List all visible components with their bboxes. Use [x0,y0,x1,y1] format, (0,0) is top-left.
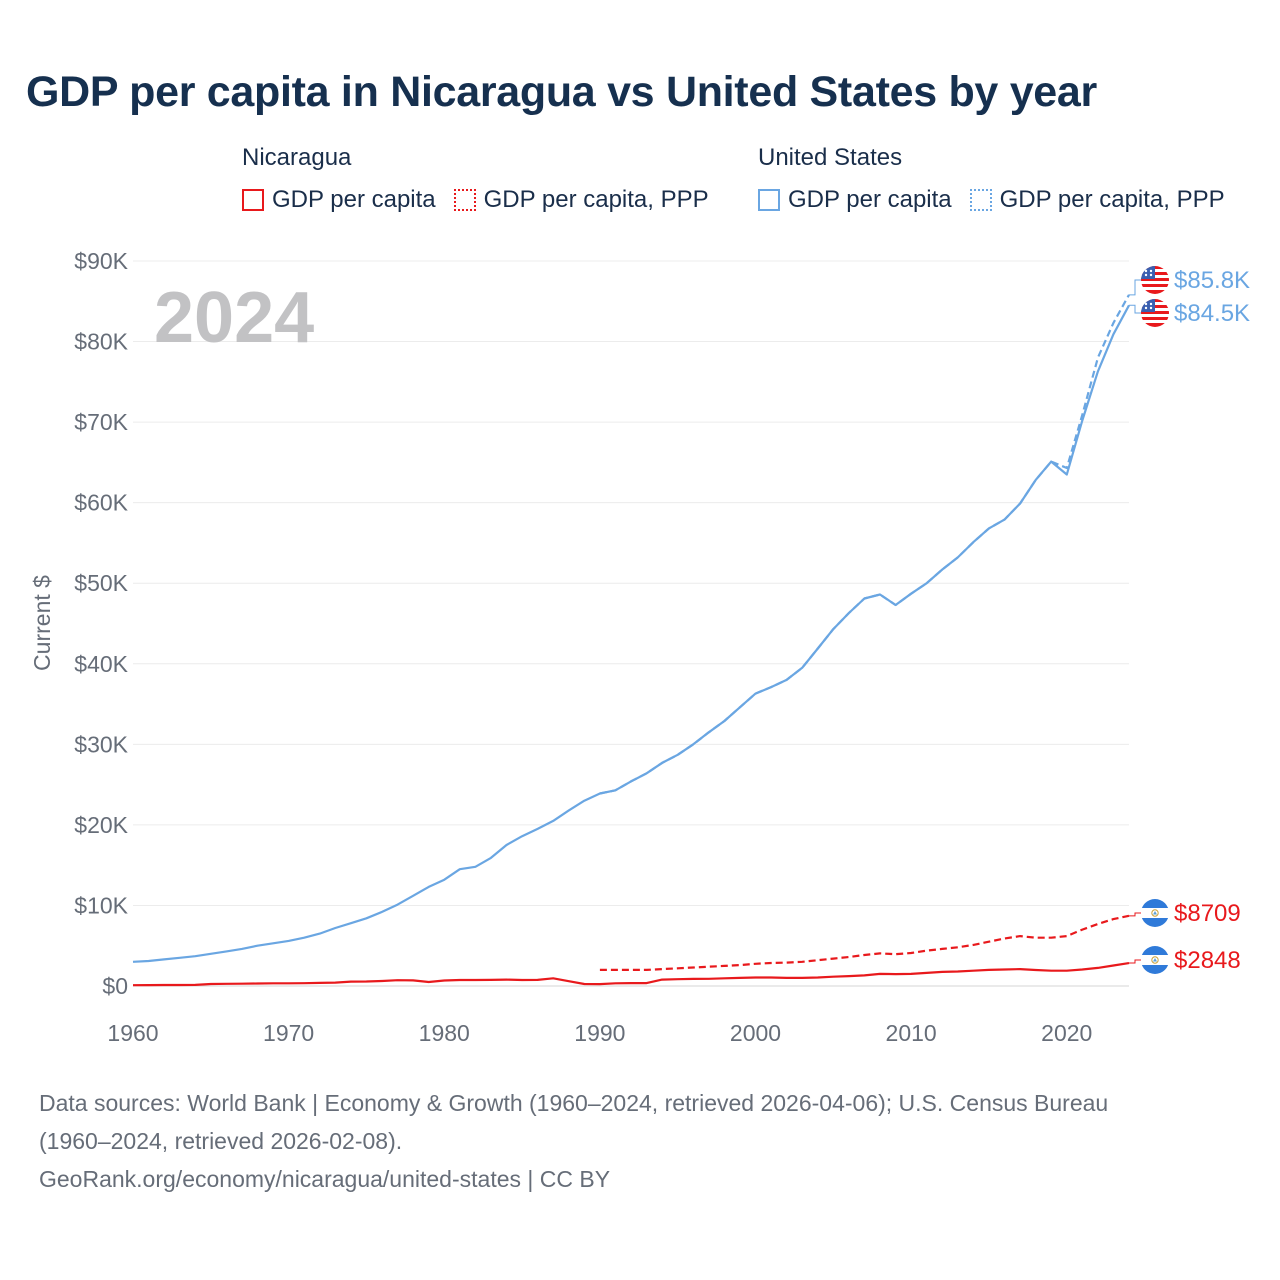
legend-item-nicaragua-gdp[interactable]: GDP per capita [242,186,436,214]
y-tick-label: $90K [74,248,128,274]
y-tick-label: $80K [74,329,128,355]
dotted-swatch-icon [969,189,992,211]
series [132,294,1130,987]
legend-group-nicaragua: Nicaragua GDP per capita GDP per capita,… [242,144,727,214]
footer-sources-line2: (1960–2024, retrieved 2026-02-08). [39,1128,403,1154]
x-tick-label: 2010 [886,1020,937,1046]
end-label-leader [1129,912,1141,917]
line-chart: $0 $10K $20K $30K $40K $50K $60K $70K $80K $90K 19… [29,248,1250,1046]
axes: $0 $10K $20K $30K $40K $50K $60K $70K $80K $90K 19… [74,248,1092,1046]
y-tick-label: $60K [74,490,128,516]
x-tick-label: 1960 [107,1020,158,1046]
end-value-label: $8709 [1174,900,1241,927]
footer-sources-line1: Data sources: World Bank | Economy & Gro… [39,1090,1109,1116]
legend-item-label: GDP per capita, PPP [483,186,709,213]
grid [133,260,1129,987]
end-labels: $85.8K $84.5K $8709 $2848 [1129,266,1250,974]
end-label-leader [1129,279,1141,296]
legend-item-label: GDP per capita, PPP [999,186,1225,213]
legend-group-united-states: United States GDP per capita GDP per cap… [758,144,1243,214]
legend-item-nicaragua-gdp-ppp[interactable]: GDP per capita, PPP [453,186,709,214]
legend-item-label: GDP per capita [788,186,952,213]
end-label-leader [1129,304,1141,314]
chart-title: GDP per capita in Nicaragua vs United St… [26,68,1097,116]
us-flag-icon [1141,266,1169,294]
y-tick-label: $0 [102,973,128,999]
y-tick-label: $50K [74,570,128,596]
us-flag-icon [1141,299,1169,327]
series-line[interactable] [132,962,1130,987]
nicaragua-flag-icon [1141,899,1169,927]
x-tick-label: 1980 [419,1020,470,1046]
solid-swatch-icon [242,189,264,211]
legend-item-us-gdp[interactable]: GDP per capita [758,186,952,214]
y-tick-label: $40K [74,651,128,677]
y-axis-label: Current $ [29,575,55,671]
legend-group-title: United States [758,144,903,171]
nicaragua-flag-icon [1141,946,1169,974]
end-label-leader [1129,959,1141,964]
y-tick-label: $70K [74,409,128,435]
footer-attribution: GeoRank.org/economy/nicaragua/united-sta… [39,1166,611,1192]
legend-item-us-gdp-ppp[interactable]: GDP per capita, PPP [969,186,1225,214]
series-line[interactable] [599,294,1130,795]
x-tick-label: 1990 [574,1020,625,1046]
year-watermark: 2024 [154,278,314,358]
x-tick-label: 2020 [1041,1020,1092,1046]
end-value-label: $84.5K [1174,300,1250,327]
y-tick-label: $30K [74,731,128,757]
end-value-label: $2848 [1174,947,1241,974]
y-tick-label: $20K [74,812,128,838]
legend-group-title: Nicaragua [242,144,352,171]
dotted-swatch-icon [453,189,476,211]
x-tick-label: 1970 [263,1020,314,1046]
y-tick-label: $10K [74,892,128,918]
series-line[interactable] [132,304,1130,963]
solid-swatch-icon [758,189,780,211]
x-tick-label: 2000 [730,1020,781,1046]
legend-item-label: GDP per capita [272,186,436,213]
series-line[interactable] [599,914,1130,971]
end-value-label: $85.8K [1174,267,1250,294]
